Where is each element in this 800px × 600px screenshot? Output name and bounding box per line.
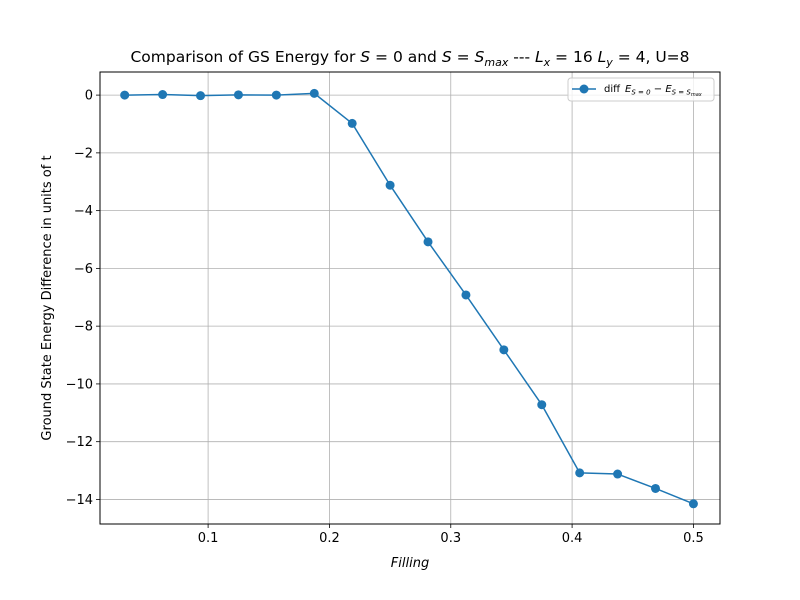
x-tick-label: 0.5 [683,531,704,546]
data-point [575,468,585,478]
x-tick-label: 0.3 [440,531,461,546]
data-point [461,290,471,300]
data-point [688,499,698,509]
y-tick-label: −12 [66,435,93,450]
legend-marker-sample [579,84,589,94]
data-point [158,90,168,100]
data-point [537,400,547,410]
data-point [196,91,206,101]
y-tick-label: −14 [66,493,93,508]
y-tick-label: −8 [74,320,93,335]
grid-lines [100,72,720,524]
chart-title: Comparison of GS Energy for S = 0 and S … [130,48,689,69]
series-line [124,92,694,505]
y-tick-label: −6 [74,262,93,277]
y-axis-label: Ground State Energy Difference in units … [40,155,55,440]
data-point [613,469,623,479]
plot-frame [99,71,721,525]
data-point [423,237,433,247]
y-tick-label: −2 [74,146,93,161]
y-axis-ticks: 0 −2 −4 −6 −8 −10 −12 −14 [66,89,100,508]
data-point [651,483,661,493]
x-tick-label: 0.4 [562,531,583,546]
x-tick-label: 0.1 [198,531,219,546]
data-point [271,90,281,100]
y-tick-label: 0 [85,89,93,104]
series-layer [120,88,698,509]
x-axis-ticks: 0.1 0.2 0.3 0.4 0.5 [198,524,704,546]
y-tick-label: −10 [66,377,93,392]
x-tick-label: 0.2 [319,531,340,546]
data-point [347,118,357,128]
data-point [385,180,395,190]
data-point [233,90,243,100]
y-tick-label: −4 [74,204,93,219]
data-point [120,90,130,100]
legend-box [567,77,715,102]
legend-label: diff ES = 0 − ES = Smax [604,84,702,98]
x-axis-label: Filling [391,556,429,571]
data-point [309,88,319,98]
legend: diff ES = 0 − ES = Smax [567,77,715,102]
data-point [499,345,509,355]
